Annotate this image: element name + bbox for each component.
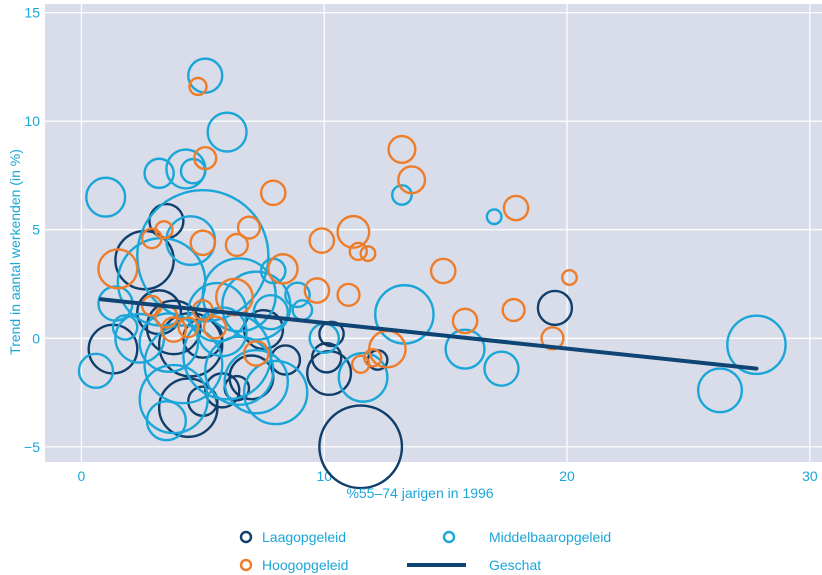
hoog-point: [397, 165, 427, 195]
hoog-point: [350, 354, 371, 375]
hoog-point: [202, 315, 228, 340]
plot-background: [45, 4, 822, 462]
hoog-point: [303, 277, 331, 304]
hoog-point: [336, 282, 361, 307]
middel-point: [485, 208, 503, 226]
middel-point: [726, 314, 787, 376]
hoog-point: [224, 232, 249, 258]
middel-point: [337, 351, 389, 403]
legend: Laagopgeleid Middelbaaropgeleid Hoogopgele…: [239, 529, 611, 573]
hoog-point: [308, 227, 336, 254]
middel-point: [138, 363, 209, 435]
x-tick-label: 0: [78, 468, 86, 484]
hoog-point: [193, 145, 218, 171]
middel-point: [145, 400, 188, 442]
middel-point: [284, 281, 311, 309]
x-axis-label: %55–74 jarigen in 1996: [346, 485, 493, 501]
laag-point: [318, 404, 404, 490]
hoog-point: [189, 229, 217, 257]
hoog-point: [540, 326, 565, 351]
legend-circle-swatch: [239, 558, 253, 572]
middel-point: [187, 281, 248, 343]
laag-point: [536, 289, 574, 327]
series-laag: [87, 202, 574, 490]
hoog-point: [387, 134, 417, 164]
middel-point: [696, 367, 744, 414]
hoog-point: [97, 248, 139, 290]
y-tick-label: −5: [24, 439, 40, 455]
hoog-point: [560, 269, 578, 286]
hoog-point: [501, 297, 526, 323]
hoog-point: [188, 76, 208, 97]
gridlines: [45, 4, 822, 462]
x-tick-label: 30: [802, 468, 818, 484]
hoog-point: [267, 253, 299, 285]
hoog-point: [160, 316, 188, 343]
geschat-line: [98, 297, 759, 371]
middel-point: [143, 157, 175, 190]
middel-point: [143, 324, 224, 405]
middel-point: [252, 294, 290, 331]
hoog-point: [502, 194, 530, 222]
hoog-point: [451, 307, 479, 335]
middel-point: [77, 352, 115, 390]
middel-point: [85, 176, 127, 218]
laag-point: [310, 342, 343, 374]
x-axis-ticks: 0 10 20 30: [78, 468, 818, 484]
middel-point: [204, 335, 275, 407]
middel-point: [223, 348, 290, 415]
middel-point: [242, 359, 309, 426]
legend-label: Geschat: [489, 557, 541, 573]
y-tick-label: 15: [24, 5, 40, 21]
middel-point: [138, 312, 200, 373]
middel-point: [111, 314, 139, 341]
middel-point: [391, 184, 413, 206]
middel-point: [136, 189, 270, 323]
laag-point: [242, 308, 285, 351]
legend-circle-swatch: [239, 530, 253, 544]
hoog-point: [177, 316, 200, 339]
hoog-point: [429, 257, 457, 285]
legend-label: Middelbaaropgeleid: [489, 529, 611, 545]
legend-label: Hoogopgeleid: [262, 557, 348, 573]
y-axis-label: Trend in aantal werkenden (in %): [7, 149, 23, 355]
middel-point: [483, 350, 520, 387]
legend-item-hoog: Hoogopgeleid: [239, 557, 348, 573]
hoog-point: [359, 245, 377, 263]
x-tick-label: 20: [559, 468, 575, 484]
legend-circle-swatch: [442, 530, 456, 544]
y-axis-ticks: 15 10 5 0 −5: [24, 5, 40, 455]
hoog-point: [236, 215, 262, 240]
hoog-point: [259, 179, 287, 207]
laag-point: [145, 299, 202, 356]
legend-item-laag: Laagopgeleid: [239, 529, 346, 545]
middel-point: [206, 111, 248, 153]
legend-item-geschat: Geschat: [407, 557, 541, 573]
legend-item-middel: Middelbaaropgeleid: [442, 529, 611, 545]
middel-point: [179, 157, 207, 185]
hoog-point: [348, 241, 368, 262]
hoog-point: [242, 340, 270, 367]
hoog-point: [336, 214, 371, 249]
geschat-trend-line: [98, 297, 759, 371]
middel-point: [444, 328, 486, 370]
hoog-point: [140, 227, 163, 250]
legend-label: Laagopgeleid: [262, 529, 346, 545]
y-tick-label: 5: [32, 222, 40, 238]
y-tick-label: 10: [24, 113, 40, 129]
y-tick-label: 0: [32, 330, 40, 346]
